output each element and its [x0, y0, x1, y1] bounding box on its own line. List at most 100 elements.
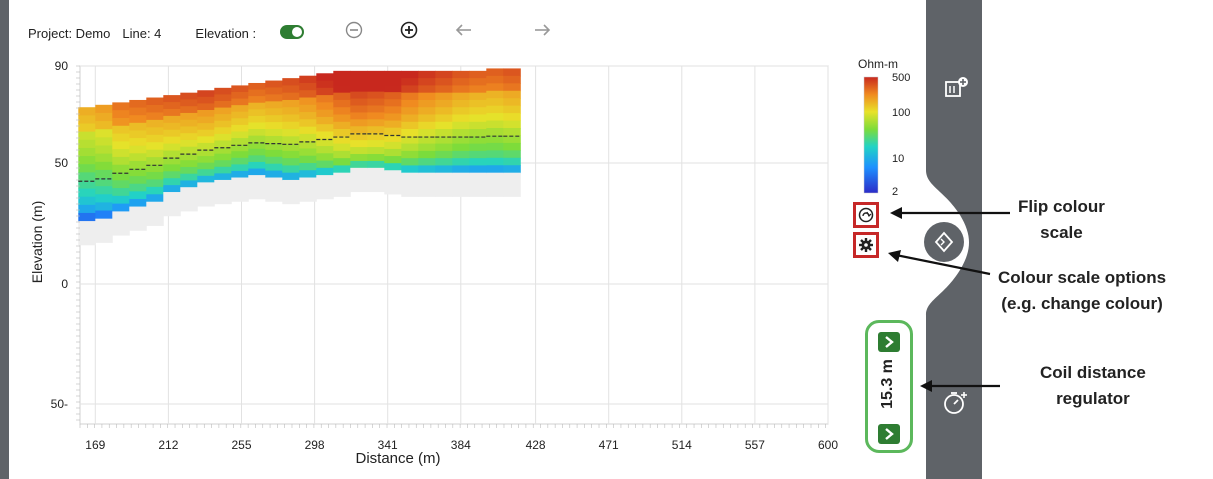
heatmap-cell [265, 170, 283, 179]
chart-axes: 169 212 255 298 341 384 428 471 514 557 600 90 50 0 50… [51, 59, 839, 452]
heatmap-cell [401, 107, 419, 115]
heatmap-cell [112, 203, 130, 212]
elevation-chart[interactable]: 169 212 255 298 341 384 428 471 514 557 600 90 50 0 50… [0, 0, 860, 479]
heatmap-cell [146, 186, 164, 195]
heatmap-cell [486, 83, 504, 92]
heatmap-cell [350, 140, 368, 148]
heatmap-cell [95, 121, 113, 130]
heatmap-cell [384, 148, 402, 157]
heatmap-cell [333, 99, 351, 108]
heatmap-cell [231, 151, 249, 159]
heatmap-cell [146, 171, 164, 180]
zoom-in-icon[interactable] [399, 20, 419, 40]
heatmap-cell [197, 96, 215, 104]
elevation-toggle[interactable] [280, 25, 304, 39]
heatmap-cell [129, 176, 147, 185]
heatmap-cell [299, 97, 317, 106]
heatmap-cell [163, 136, 181, 145]
heatmap-cell [163, 171, 181, 179]
masked-cell [367, 167, 385, 193]
heatmap-cell [180, 106, 198, 114]
colour-scale-options-button[interactable] [853, 232, 879, 258]
heatmap-cell [299, 82, 317, 91]
heatmap-cell [452, 78, 470, 86]
masked-cell [401, 172, 419, 197]
heatmap-cell [248, 122, 266, 130]
colorbar-tick-10: 10 [892, 153, 905, 165]
heatmap-cell [248, 148, 266, 156]
heatmap-cell [333, 114, 351, 123]
heatmap-cell [214, 120, 232, 128]
heatmap-cell [265, 135, 283, 144]
heatmap-cell [129, 99, 147, 109]
x-tick-label: 384 [451, 438, 471, 452]
heatmap-cell [333, 143, 351, 152]
diamond-nav-icon[interactable] [934, 231, 954, 253]
masked-cell [129, 206, 147, 231]
heatmap-cell [469, 85, 487, 94]
heatmap-cell [367, 119, 385, 127]
heatmap-cell [265, 80, 283, 88]
heatmap-cell [418, 165, 436, 174]
coil-increase-button[interactable] [878, 332, 900, 352]
heatmap-cell [282, 121, 300, 130]
x-tick-label: 600 [818, 438, 838, 452]
heatmap-cell [299, 155, 317, 164]
heatmap-cell [435, 158, 453, 166]
stopwatch-add-icon[interactable] [942, 388, 970, 416]
flip-scale-icon [858, 207, 874, 223]
zoom-out-icon[interactable] [344, 20, 364, 40]
heatmap-cell [282, 129, 300, 137]
heatmap-cell [95, 104, 113, 114]
heatmap-cell [95, 137, 113, 147]
heatmap-cell [503, 105, 521, 114]
heatmap-cell [452, 143, 470, 152]
heatmap-cell [78, 164, 96, 173]
heatmap-cell [384, 163, 402, 171]
heatmap-cell [367, 140, 385, 148]
heatmap-cell [367, 160, 385, 169]
heatmap-cell [367, 147, 385, 155]
heatmap-cell [316, 138, 334, 147]
heatmap-cell [197, 90, 215, 98]
colorbar-tick-100: 100 [892, 107, 911, 119]
heatmap-cell [367, 133, 385, 141]
heatmap-cell [503, 90, 521, 99]
heatmap-cell [503, 83, 521, 92]
heatmap-cell [452, 158, 470, 166]
heatmap-cell [214, 166, 232, 174]
coil-decrease-button[interactable] [878, 424, 900, 444]
masked-cell [78, 221, 96, 246]
heatmap-cell [469, 107, 487, 115]
heatmap-cell [367, 70, 385, 79]
heatmap-cell [129, 183, 147, 192]
heatmap-cell [146, 179, 164, 188]
heatmap-cell [333, 70, 351, 79]
heatmap-cell [163, 143, 181, 152]
heatmap-cell [316, 109, 334, 118]
masked-cell [486, 172, 504, 197]
heatmap-cell [503, 120, 521, 129]
heatmap-cell [469, 99, 487, 108]
heatmap-cell [265, 122, 283, 130]
x-tick-label: 169 [85, 438, 105, 452]
arrow-left-icon[interactable] [454, 20, 474, 40]
heatmap-cell [469, 165, 487, 174]
heatmap-cell [418, 107, 436, 115]
heatmap-cell [367, 105, 385, 113]
heatmap-cell [418, 121, 436, 130]
heatmap-cell [214, 153, 232, 161]
gear-icon [859, 238, 873, 252]
arrow-right-icon[interactable] [532, 20, 552, 40]
heatmap-cell [265, 163, 283, 172]
masked-cell [282, 179, 300, 205]
heatmap-cell [316, 124, 334, 132]
add-panel-icon[interactable] [944, 75, 970, 99]
heatmap-cell [350, 70, 368, 79]
heatmap-cell [180, 173, 198, 181]
heatmap-cell [214, 100, 232, 109]
flip-colour-scale-button[interactable] [853, 202, 879, 228]
chevron-right-icon [885, 336, 894, 348]
heatmap-cell [316, 160, 334, 169]
heatmap-cell [316, 131, 334, 140]
